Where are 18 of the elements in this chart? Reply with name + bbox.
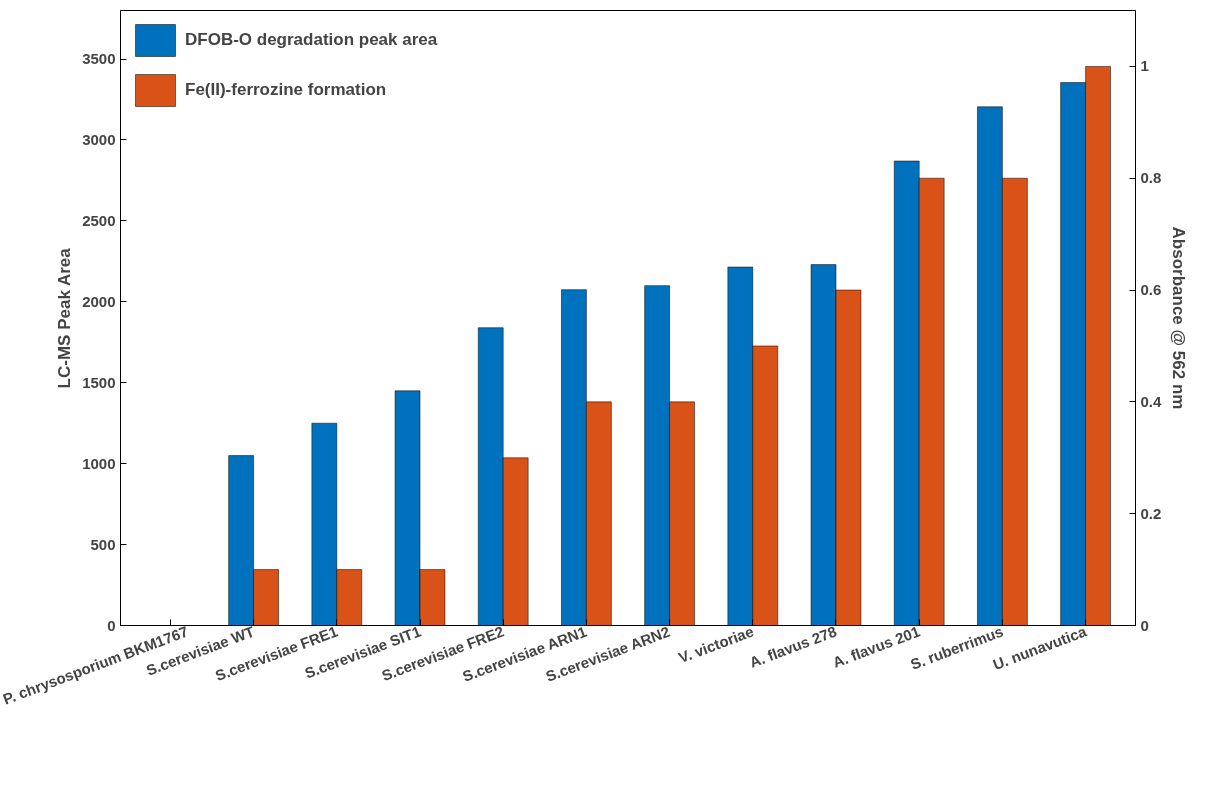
y-tick-label: 1000 xyxy=(82,454,116,472)
y-tick-label: 1500 xyxy=(82,373,116,391)
y-tick-label: 2000 xyxy=(82,292,116,310)
y-tick-label: 3000 xyxy=(82,130,116,148)
y-tick-label: 2500 xyxy=(82,211,116,229)
y2-tick-label: 1 xyxy=(1140,57,1149,75)
legend-label: Fe(II)-ferrozine formation xyxy=(185,80,387,100)
y2-tick-label: 0.4 xyxy=(1140,392,1163,410)
y2-tick-label: 0.2 xyxy=(1140,504,1162,522)
y2-tick-label: 0 xyxy=(1140,616,1149,634)
y2-tick-label: 0.6 xyxy=(1140,281,1162,299)
y-tick-label: 500 xyxy=(90,535,116,553)
y-axis-title: LC-MS Peak Area xyxy=(55,247,75,389)
y-tick-label: 0 xyxy=(107,616,116,634)
legend-label: DFOB-O degradation peak area xyxy=(185,30,438,50)
y2-tick-label: 0.8 xyxy=(1140,169,1162,187)
y2-axis-title: Absorbance @ 562 nm xyxy=(1169,226,1189,410)
y-tick-label: 3500 xyxy=(82,50,116,68)
